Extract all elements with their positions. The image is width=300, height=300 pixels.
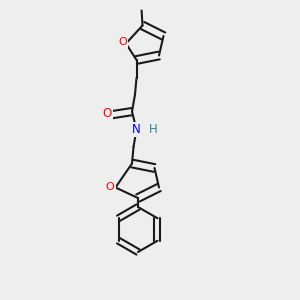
- Text: O: O: [103, 107, 112, 120]
- Text: H: H: [148, 122, 158, 136]
- Text: O: O: [106, 182, 115, 193]
- Text: N: N: [132, 123, 141, 136]
- Text: O: O: [118, 37, 127, 47]
